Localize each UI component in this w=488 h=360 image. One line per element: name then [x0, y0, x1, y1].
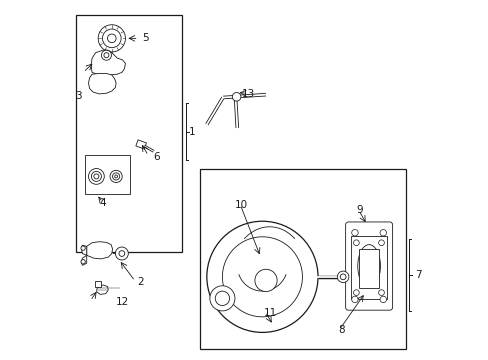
Circle shape — [107, 34, 116, 42]
Circle shape — [209, 286, 234, 311]
Circle shape — [88, 168, 104, 184]
Circle shape — [115, 175, 117, 178]
Circle shape — [102, 29, 121, 48]
Text: 2: 2 — [137, 277, 143, 287]
Text: 6: 6 — [153, 152, 160, 162]
Circle shape — [112, 173, 120, 180]
Circle shape — [119, 251, 124, 256]
Polygon shape — [81, 255, 86, 265]
Polygon shape — [91, 50, 125, 75]
Circle shape — [98, 25, 125, 52]
Bar — [94, 282, 101, 287]
Polygon shape — [81, 245, 86, 255]
Bar — [199, 169, 405, 348]
Text: 5: 5 — [142, 33, 149, 43]
Circle shape — [91, 171, 101, 181]
Text: 12: 12 — [115, 297, 128, 307]
Text: 3: 3 — [75, 91, 81, 101]
Text: 4: 4 — [100, 198, 106, 208]
Circle shape — [81, 246, 85, 250]
Circle shape — [378, 240, 384, 246]
Circle shape — [206, 221, 317, 332]
Circle shape — [94, 174, 99, 179]
Circle shape — [379, 296, 386, 303]
Ellipse shape — [357, 245, 380, 288]
Circle shape — [378, 290, 384, 296]
Circle shape — [81, 260, 85, 264]
Circle shape — [101, 50, 111, 60]
FancyBboxPatch shape — [345, 222, 392, 310]
Circle shape — [254, 269, 277, 292]
Text: 13: 13 — [241, 89, 254, 99]
Text: 9: 9 — [355, 206, 362, 216]
Circle shape — [337, 271, 348, 283]
Polygon shape — [86, 242, 112, 259]
Circle shape — [340, 274, 346, 280]
Circle shape — [215, 291, 229, 306]
Text: 11: 11 — [264, 308, 277, 318]
Circle shape — [104, 53, 109, 58]
Circle shape — [222, 237, 302, 317]
Bar — [136, 140, 146, 149]
Bar — [351, 236, 386, 299]
Circle shape — [351, 229, 357, 236]
Bar — [85, 155, 129, 194]
Circle shape — [353, 290, 359, 296]
Polygon shape — [97, 285, 108, 294]
Text: 8: 8 — [337, 325, 344, 335]
Text: 1: 1 — [188, 127, 195, 136]
Circle shape — [232, 93, 241, 101]
Circle shape — [353, 240, 359, 246]
Text: 7: 7 — [414, 270, 421, 280]
Circle shape — [351, 296, 357, 303]
Text: 10: 10 — [234, 200, 247, 210]
Bar — [76, 15, 182, 252]
Circle shape — [115, 247, 128, 260]
Circle shape — [110, 170, 122, 183]
Polygon shape — [88, 73, 116, 94]
Circle shape — [379, 229, 386, 236]
Bar — [358, 249, 379, 288]
